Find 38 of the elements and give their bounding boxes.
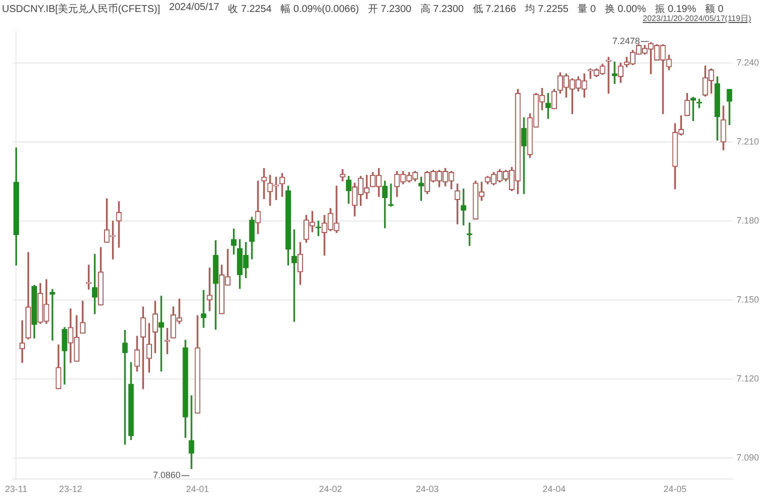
text: 均 7.2255 (525, 3, 568, 16)
x-tick-label: 24-03 (416, 484, 439, 494)
text: 收 7.2254 (228, 3, 272, 16)
y-tick-label: 7.120 (736, 374, 760, 384)
annotation: 7.0860 (152, 470, 180, 480)
candlestick (454, 184, 460, 224)
candlestick (388, 184, 394, 207)
y-tick-label: 7.210 (736, 136, 760, 147)
text: 高 7.2300 (420, 2, 464, 16)
chart-subtitle: 2023/11/20-2024/05/17(119日) (642, 14, 751, 24)
text: 开 7.2300 (368, 3, 412, 16)
candlestick (460, 188, 466, 226)
y-tick-label: 7.150 (736, 294, 760, 305)
text: 额 0 (705, 2, 724, 15)
x-tick-label: 23-12 (59, 484, 82, 494)
y-tick-label: 7.240 (736, 57, 760, 68)
y-tick-label: 7.180 (736, 216, 760, 226)
text: 2024/05/17 (169, 2, 220, 15)
text: 低 7.2166 (472, 3, 516, 16)
y-tick-label: 7.090 (736, 452, 760, 463)
candlestick (255, 180, 261, 234)
candlestick (188, 395, 194, 469)
candlestick (261, 168, 267, 199)
candlestick (122, 330, 128, 445)
x-tick-label: 23-11 (4, 484, 28, 494)
annotation: 7.2478 (612, 36, 640, 46)
x-tick-label: 24-02 (318, 484, 342, 494)
x-tick-label: 24-04 (542, 484, 566, 494)
candlestick (116, 201, 122, 248)
candlestick (521, 117, 527, 194)
chart-title: USDCNY.IB[美元兑人民币(CFETS)] (2, 2, 160, 16)
x-tick-label: 24-05 (664, 484, 687, 494)
candlestick (200, 290, 206, 328)
text: 换 0.00% (604, 3, 646, 15)
text: 量 0 (578, 3, 596, 16)
text: 幅 0.09%(0.0066) (280, 3, 359, 16)
text: 振 0.19% (654, 3, 696, 15)
x-tick-label: 24-01 (186, 484, 210, 494)
